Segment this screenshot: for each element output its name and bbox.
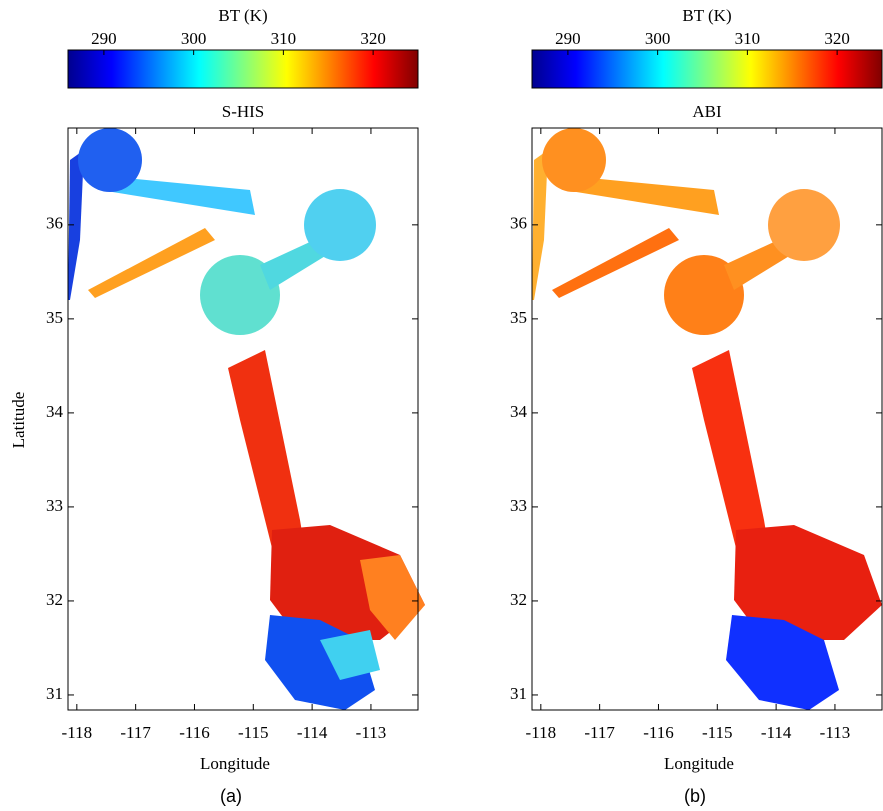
panel-caption: (b) [684, 786, 706, 806]
y-tick-label: 36 [46, 214, 63, 233]
colorbar-tick-label: 310 [271, 29, 297, 48]
x-axis-label: Longitude [664, 754, 734, 773]
x-tick-label: -113 [820, 723, 851, 742]
colorbar-label: BT (K) [682, 6, 731, 25]
colorbar-label: BT (K) [218, 6, 267, 25]
panel-caption: (a) [220, 786, 242, 806]
x-tick-label: -115 [238, 723, 269, 742]
colorbar-tick-label: 320 [360, 29, 386, 48]
plot-frame [67, 127, 419, 711]
panel-title: ABI [692, 102, 722, 121]
y-tick-label: 34 [510, 402, 528, 421]
colorbar-tick-label: 320 [824, 29, 850, 48]
x-tick-label: -116 [643, 723, 674, 742]
x-tick-label: -118 [62, 723, 93, 742]
plot-frame [531, 127, 883, 711]
y-tick-label: 34 [46, 402, 64, 421]
y-tick-label: 31 [510, 684, 527, 703]
colorbar [531, 49, 883, 89]
x-tick-label: -114 [761, 723, 792, 742]
x-tick-label: -117 [584, 723, 615, 742]
y-tick-label: 31 [46, 684, 63, 703]
y-tick-label: 36 [510, 214, 527, 233]
colorbar-tick-label: 290 [91, 29, 117, 48]
y-tick-label: 33 [46, 496, 63, 515]
colorbar [67, 49, 419, 89]
y-tick-label: 35 [510, 308, 527, 327]
colorbar-tick-label: 300 [181, 29, 207, 48]
colorbar-tick-label: 310 [735, 29, 761, 48]
y-tick-label: 35 [46, 308, 63, 327]
panel-a: BT (K) 290 300 310 320 S-HIS -118 -117 -116 -115 -… [9, 6, 425, 806]
y-axis-label: Latitude [9, 392, 28, 449]
colorbar-tick-label: 300 [645, 29, 671, 48]
x-tick-label: -118 [526, 723, 557, 742]
swath-image [532, 128, 882, 710]
x-tick-label: -113 [356, 723, 387, 742]
y-tick-label: 32 [510, 590, 527, 609]
y-tick-label: 33 [510, 496, 527, 515]
colorbar-tick-label: 290 [555, 29, 581, 48]
panel-b: BT (K) 290 300 310 320 ABI -118 -117 -116 -115 -11… [510, 6, 883, 806]
x-tick-label: -114 [297, 723, 328, 742]
x-tick-label: -115 [702, 723, 733, 742]
panel-title: S-HIS [222, 102, 265, 121]
x-tick-label: -117 [120, 723, 151, 742]
x-axis-label: Longitude [200, 754, 270, 773]
swath-image [68, 128, 425, 710]
x-tick-label: -116 [179, 723, 210, 742]
y-tick-label: 32 [46, 590, 63, 609]
